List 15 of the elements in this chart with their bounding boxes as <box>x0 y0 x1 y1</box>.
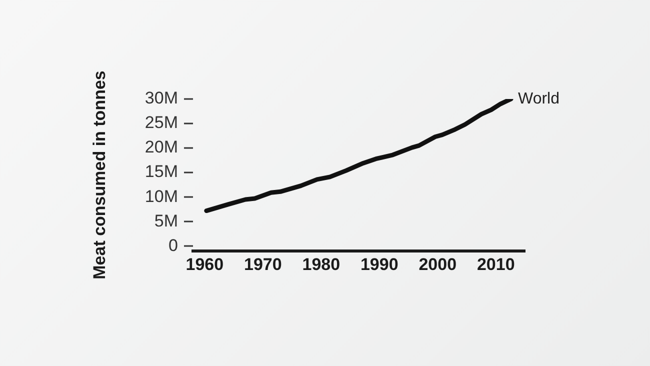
x-tick-label: 1990 <box>360 254 398 274</box>
y-axis-title: Meat consumed in tonnes <box>90 70 109 280</box>
y-tick-label: 30M <box>144 88 178 108</box>
y-tick-label: 5M <box>154 211 178 230</box>
x-tick-label: 2010 <box>476 254 515 274</box>
y-tick-label: 10M <box>144 186 178 206</box>
y-tick-label: 15M <box>144 162 178 182</box>
y-tick-label: 0 <box>168 236 178 255</box>
y-tick-label: 25M <box>144 113 178 132</box>
x-tick-label: 1970 <box>244 254 282 274</box>
x-tick-label: 1960 <box>186 254 224 274</box>
x-tick-label: 1980 <box>302 254 340 274</box>
series-label: World <box>518 90 560 108</box>
y-tick-label: 20M <box>144 138 178 157</box>
x-tick-label: 2000 <box>418 254 457 274</box>
